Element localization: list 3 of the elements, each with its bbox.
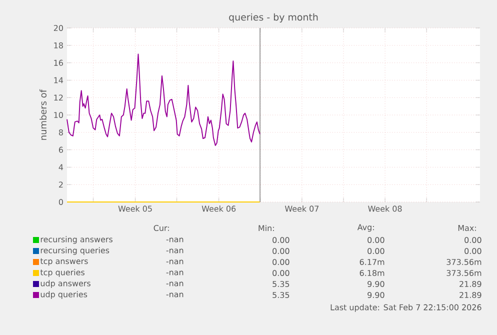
y-axis-title: numbers of	[40, 89, 46, 140]
line-series	[66, 54, 260, 146]
chart-title: queries - by month	[229, 13, 318, 22]
